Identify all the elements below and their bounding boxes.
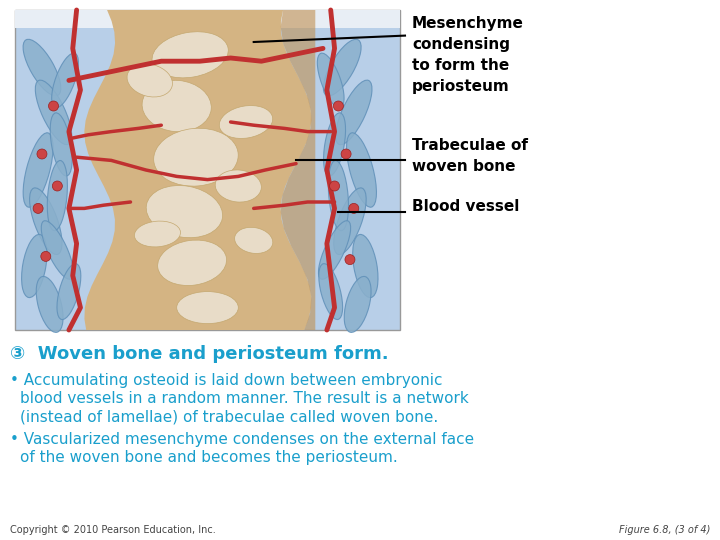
Circle shape [33,204,43,213]
Ellipse shape [235,227,273,253]
Ellipse shape [22,234,47,298]
Ellipse shape [23,133,53,207]
Circle shape [53,181,63,191]
Ellipse shape [41,221,73,279]
Ellipse shape [323,113,346,176]
Ellipse shape [50,113,72,176]
Ellipse shape [23,39,60,96]
Text: blood vessels in a random manner. The result is a network: blood vessels in a random manner. The re… [20,391,469,406]
Text: Trabeculae of
woven bone: Trabeculae of woven bone [412,138,528,174]
Ellipse shape [152,32,228,78]
Text: • Vascularized mesenchyme condenses on the external face: • Vascularized mesenchyme condenses on t… [10,432,474,447]
Ellipse shape [353,234,378,298]
Ellipse shape [52,53,78,107]
Ellipse shape [146,186,222,238]
Circle shape [348,204,359,213]
Text: Mesenchyme
condensing
to form the
periosteum: Mesenchyme condensing to form the perios… [412,16,524,94]
Ellipse shape [344,276,371,333]
Ellipse shape [220,105,273,138]
Circle shape [41,252,51,261]
Ellipse shape [336,80,372,145]
Text: Figure 6.8, (3 of 4): Figure 6.8, (3 of 4) [618,525,710,535]
FancyBboxPatch shape [15,10,400,28]
Ellipse shape [346,133,377,207]
Polygon shape [84,10,312,330]
Ellipse shape [36,276,63,333]
Ellipse shape [158,240,227,286]
Ellipse shape [215,170,261,202]
Text: (instead of lamellae) of trabeculae called woven bone.: (instead of lamellae) of trabeculae call… [20,409,438,424]
Ellipse shape [328,160,348,231]
Text: Copyright © 2010 Pearson Education, Inc.: Copyright © 2010 Pearson Education, Inc. [10,525,216,535]
Ellipse shape [318,221,351,279]
Ellipse shape [323,39,361,96]
Ellipse shape [319,264,343,320]
Polygon shape [276,10,315,330]
Ellipse shape [176,292,238,323]
Text: Blood vessel: Blood vessel [412,199,519,214]
Circle shape [345,254,355,265]
Text: ③  Woven bone and periosteum form.: ③ Woven bone and periosteum form. [10,345,389,363]
Circle shape [333,101,343,111]
Ellipse shape [127,64,173,97]
Circle shape [341,149,351,159]
Ellipse shape [35,80,72,145]
Ellipse shape [48,160,68,231]
Circle shape [330,181,340,191]
Circle shape [48,101,58,111]
Ellipse shape [57,264,81,320]
Text: • Accumulating osteoid is laid down between embryonic: • Accumulating osteoid is laid down betw… [10,373,443,388]
Ellipse shape [30,188,62,254]
FancyBboxPatch shape [15,10,400,330]
Ellipse shape [135,221,181,247]
Circle shape [37,149,47,159]
Ellipse shape [142,80,211,132]
Text: of the woven bone and becomes the periosteum.: of the woven bone and becomes the perios… [20,450,397,465]
Ellipse shape [153,129,238,186]
Ellipse shape [318,53,344,107]
Ellipse shape [334,188,366,254]
